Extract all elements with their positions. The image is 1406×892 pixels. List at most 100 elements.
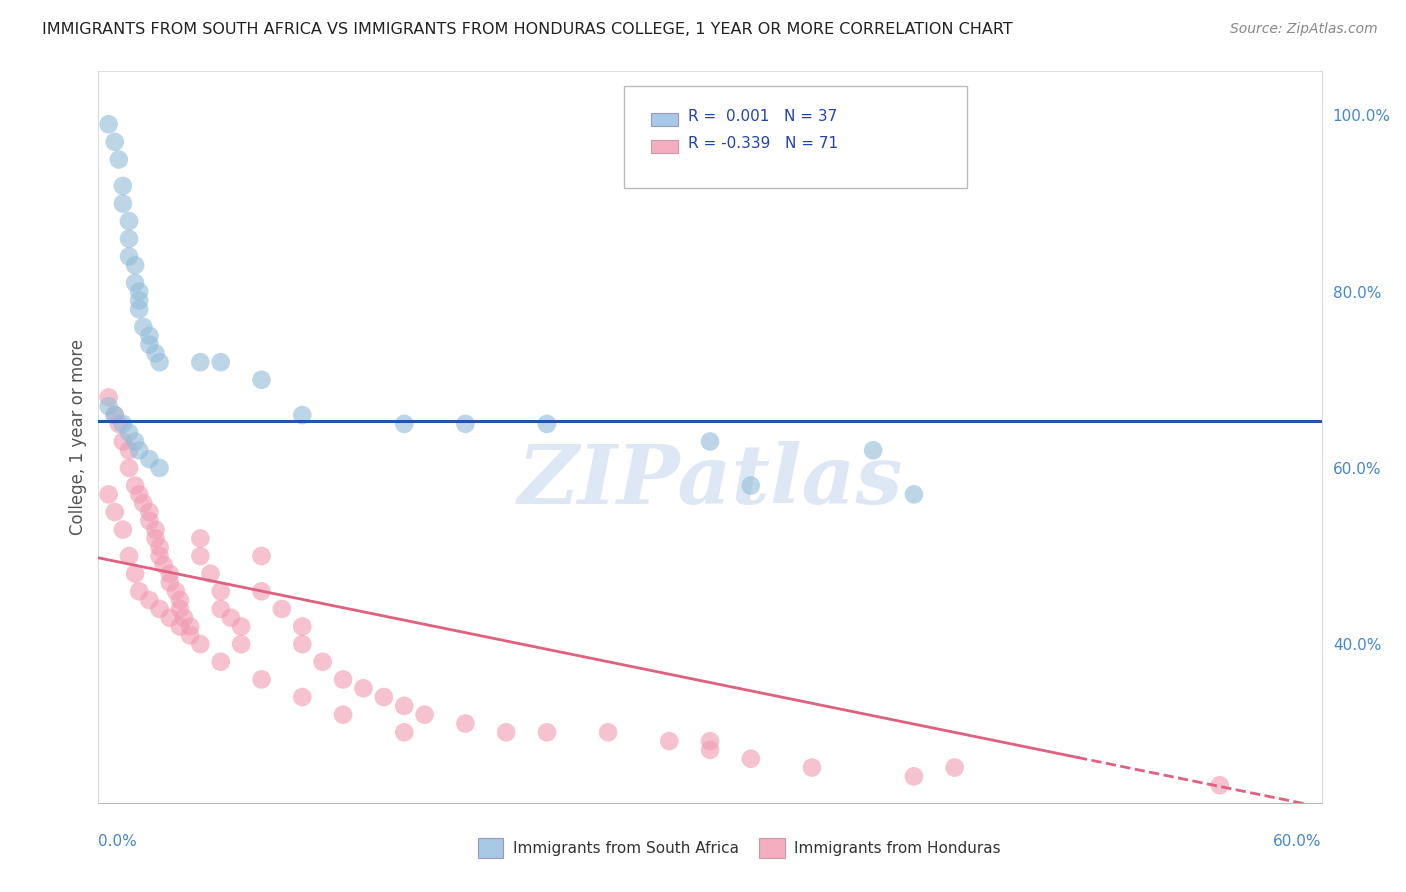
Point [699, 434, 721, 449]
Point [111, 178, 134, 193]
FancyBboxPatch shape [651, 113, 678, 127]
Point [118, 443, 141, 458]
Point [250, 673, 273, 687]
Point [291, 637, 314, 651]
Point [149, 540, 172, 554]
Point [97, 399, 120, 413]
Point [118, 249, 141, 263]
Point [108, 417, 131, 431]
Text: 0.0%: 0.0% [98, 834, 138, 849]
Y-axis label: College, 1 year or more: College, 1 year or more [69, 339, 87, 535]
Point [124, 276, 146, 290]
Point [219, 611, 242, 625]
Point [373, 690, 395, 704]
Point [145, 523, 167, 537]
Point [188, 549, 212, 563]
Point [270, 602, 294, 616]
Point [104, 408, 127, 422]
Text: R = -0.339   N = 71: R = -0.339 N = 71 [688, 136, 838, 151]
Point [118, 214, 141, 228]
Point [173, 611, 195, 625]
Point [332, 707, 354, 722]
Point [209, 355, 232, 369]
Point [138, 514, 160, 528]
Point [111, 434, 134, 449]
Point [149, 355, 172, 369]
Point [118, 232, 141, 246]
Point [903, 487, 925, 501]
Point [159, 575, 181, 590]
Point [104, 135, 127, 149]
Point [118, 549, 141, 563]
Point [108, 153, 131, 167]
Point [658, 734, 681, 748]
Point [332, 673, 354, 687]
Point [392, 725, 416, 739]
Point [124, 258, 146, 272]
Point [209, 602, 232, 616]
Point [536, 417, 558, 431]
Point [132, 496, 155, 510]
Text: R =  0.001   N = 37: R = 0.001 N = 37 [688, 110, 837, 124]
Point [159, 566, 181, 581]
Point [250, 584, 273, 599]
Point [159, 611, 181, 625]
Point [145, 532, 167, 546]
Point [1209, 778, 1232, 792]
Point [124, 566, 146, 581]
Point [104, 505, 127, 519]
Text: 60.0%: 60.0% [1274, 834, 1322, 849]
Point [454, 417, 477, 431]
Point [188, 532, 212, 546]
Point [454, 716, 477, 731]
Text: Immigrants from Honduras: Immigrants from Honduras [794, 841, 1001, 855]
Point [699, 734, 721, 748]
Point [128, 584, 150, 599]
Point [862, 443, 884, 458]
Point [124, 434, 146, 449]
Point [598, 725, 620, 739]
Point [149, 549, 172, 563]
Point [128, 293, 150, 308]
Point [152, 558, 174, 572]
Point [149, 602, 172, 616]
Point [132, 320, 155, 334]
Point [231, 619, 253, 633]
Point [699, 743, 721, 757]
Point [111, 417, 134, 431]
Point [291, 690, 314, 704]
Point [169, 602, 191, 616]
Point [165, 584, 187, 599]
Point [128, 487, 150, 501]
Point [740, 752, 762, 766]
Point [169, 593, 191, 607]
Point [209, 584, 232, 599]
Point [943, 760, 966, 774]
Point [138, 593, 160, 607]
Point [179, 619, 201, 633]
Text: Immigrants from South Africa: Immigrants from South Africa [513, 841, 740, 855]
Text: IMMIGRANTS FROM SOUTH AFRICA VS IMMIGRANTS FROM HONDURAS COLLEGE, 1 YEAR OR MORE: IMMIGRANTS FROM SOUTH AFRICA VS IMMIGRAN… [42, 22, 1012, 37]
Point [128, 443, 150, 458]
Point [179, 628, 201, 642]
Point [209, 655, 232, 669]
Point [352, 681, 374, 696]
FancyBboxPatch shape [651, 140, 678, 153]
Point [97, 117, 120, 131]
Point [392, 417, 416, 431]
Point [495, 725, 517, 739]
Point [128, 302, 150, 317]
Point [903, 769, 925, 783]
Point [128, 285, 150, 299]
Point [138, 452, 160, 467]
FancyBboxPatch shape [624, 86, 967, 188]
Point [188, 637, 212, 651]
Point [97, 391, 120, 405]
Point [250, 549, 273, 563]
Point [392, 698, 416, 713]
Point [231, 637, 253, 651]
Point [291, 408, 314, 422]
Point [118, 461, 141, 475]
Point [188, 355, 212, 369]
Point [124, 478, 146, 492]
